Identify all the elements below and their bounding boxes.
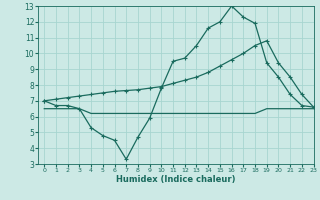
X-axis label: Humidex (Indice chaleur): Humidex (Indice chaleur): [116, 175, 236, 184]
